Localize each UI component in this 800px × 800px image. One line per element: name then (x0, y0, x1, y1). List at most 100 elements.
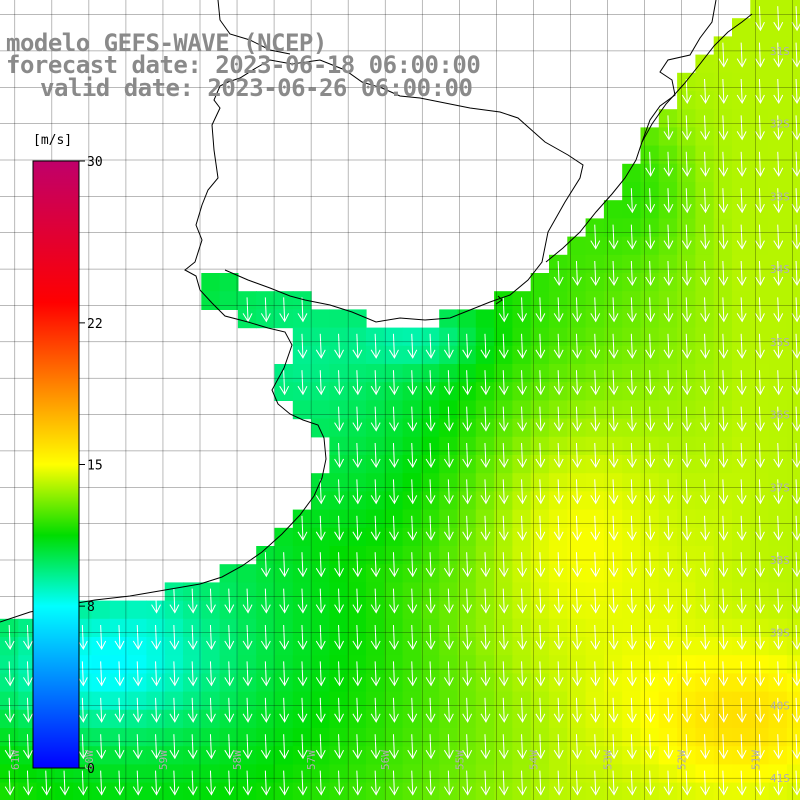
wind-arrow (242, 624, 253, 651)
wind-arrow (663, 406, 674, 432)
wind-cell (128, 600, 147, 620)
wind-arrow (370, 333, 381, 359)
wind-arrow (370, 661, 381, 687)
wind-arrow (462, 479, 473, 505)
wind-arrow (553, 588, 564, 614)
wind-cell (786, 509, 800, 529)
longitude-label: 53W (601, 750, 614, 770)
wind-arrow (187, 661, 198, 687)
wind-arrow (535, 552, 546, 578)
wind-arrow (407, 588, 418, 614)
wind-arrow (700, 442, 710, 469)
wind-arrow (736, 188, 747, 214)
wind-arrow (608, 479, 619, 505)
wind-arrow (553, 624, 564, 651)
wind-arrow (407, 479, 418, 505)
wind-arrow (535, 333, 546, 359)
wind-arrow (352, 624, 363, 651)
wind-arrow (755, 260, 765, 287)
wind-arrow (773, 624, 784, 651)
wind-cell (786, 436, 800, 456)
wind-arrow (425, 333, 436, 359)
wind-arrow (517, 624, 527, 651)
wind-arrow (352, 697, 363, 723)
wind-arrow (443, 479, 454, 505)
longitude-label: 55W (453, 750, 466, 770)
wind-arrow (663, 770, 674, 796)
latitude-label: 35S (770, 336, 790, 349)
wind-arrow (773, 151, 784, 177)
wind-cell (530, 273, 550, 292)
wind-arrow (572, 588, 582, 614)
wind-arrow (77, 770, 88, 796)
wind-arrow (425, 479, 436, 505)
wind-arrow (462, 406, 473, 432)
wind-arrow (334, 406, 344, 432)
wind-arrow (718, 734, 729, 760)
wind-cell (219, 273, 239, 292)
wind-arrow (206, 588, 216, 614)
wind-arrow (553, 406, 564, 432)
wind-arrow (498, 588, 509, 614)
wind-arrow (480, 734, 491, 760)
wind-arrow (4, 697, 15, 723)
wind-arrow (114, 661, 125, 687)
wind-arrow (718, 661, 729, 687)
latitude-labels: 31S 32S 33S 34S 35S 36S 37S 38S 39S 40S 41S (770, 45, 790, 785)
wind-arrow (572, 734, 582, 760)
wind-cell (786, 291, 800, 310)
wind-arrow (718, 78, 729, 105)
wind-arrow (626, 515, 637, 541)
wind-arrow (480, 552, 491, 578)
wind-arrow (279, 624, 290, 651)
wind-arrow (645, 370, 656, 396)
wind-arrow (535, 661, 546, 687)
wind-arrow (151, 697, 161, 723)
wind-arrow (681, 151, 692, 177)
wind-arrow (315, 479, 326, 505)
wind-cell (786, 364, 800, 383)
longitude-label: 56W (379, 750, 392, 770)
wind-arrow (370, 406, 381, 432)
wind-cell (475, 309, 495, 329)
wind-arrow (718, 260, 729, 287)
wind-arrow (700, 370, 710, 396)
wind-arrow (755, 661, 765, 687)
wind-arrow (480, 515, 491, 541)
wind-arrow (773, 661, 784, 687)
wind-arrow (443, 697, 454, 723)
wind-arrow (663, 515, 674, 541)
wind-arrow (297, 661, 308, 687)
wind-arrow (590, 333, 601, 359)
wind-arrow (645, 442, 656, 469)
longitude-label: 52W (675, 750, 688, 770)
wind-arrow (77, 661, 88, 687)
wind-arrow (498, 552, 509, 578)
wind-arrow (626, 406, 637, 432)
wind-arrow (297, 697, 308, 723)
wind-arrow (755, 78, 765, 105)
wind-arrow (755, 115, 765, 141)
wind-arrow (773, 297, 784, 323)
wind-arrow (23, 624, 33, 651)
wind-arrow (663, 588, 674, 614)
wind-arrow (700, 151, 710, 177)
wind-arrow (370, 770, 381, 796)
wind-arrow (260, 552, 271, 578)
wind-arrow (443, 624, 454, 651)
coastline-line (641, 0, 717, 143)
wind-arrow (443, 588, 454, 614)
wind-arrow (297, 333, 308, 359)
wind-arrow (755, 734, 765, 760)
wind-arrow (736, 42, 747, 68)
wind-arrow (736, 370, 747, 396)
longitude-label: 51W (750, 750, 763, 770)
wind-arrow (663, 115, 674, 141)
wind-arrow (608, 297, 619, 323)
wind-arrow (718, 588, 729, 614)
wind-arrow (663, 151, 674, 177)
wind-arrow (498, 297, 509, 323)
wind-arrow (517, 333, 527, 359)
title-model: modelo GEFS-WAVE (NCEP) (6, 29, 327, 57)
wind-arrow (626, 624, 637, 651)
